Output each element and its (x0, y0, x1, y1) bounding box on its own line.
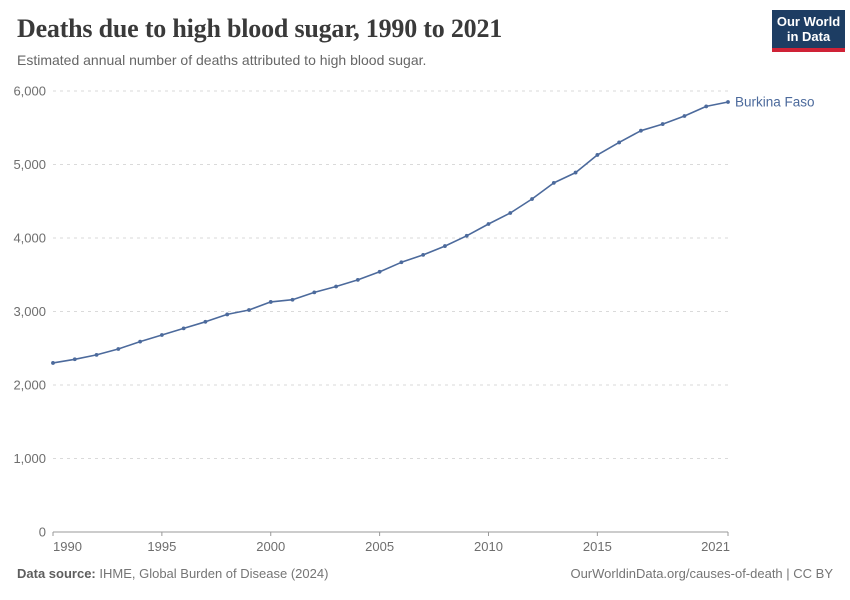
data-point (421, 253, 426, 257)
data-point (639, 128, 643, 133)
data-point (203, 319, 208, 324)
chart-title: Deaths due to high blood sugar, 1990 to … (17, 14, 503, 43)
data-point (159, 333, 164, 337)
x-tick-label: 2010 (474, 539, 503, 554)
data-point (51, 361, 55, 365)
data-point (181, 326, 186, 331)
data-point (268, 300, 273, 304)
data-point (530, 197, 534, 201)
data-point (486, 222, 491, 226)
x-tick-label: 2015 (583, 539, 612, 554)
data-point (94, 352, 99, 357)
data-point (290, 297, 295, 302)
data-point (443, 244, 447, 248)
data-point (138, 339, 142, 344)
x-tick-label: 1995 (147, 539, 176, 554)
y-tick-label: 4,000 (13, 231, 46, 246)
data-point (334, 284, 338, 289)
data-point (312, 290, 317, 295)
owid-logo-line1: Our World (776, 14, 841, 29)
data-point (377, 269, 382, 274)
data-point (726, 100, 730, 104)
chart-footer: Data source: IHME, Global Burden of Dise… (17, 566, 833, 581)
owid-logo-line2: in Data (786, 29, 831, 44)
y-tick-label: 3,000 (13, 304, 46, 319)
y-tick-label: 2,000 (13, 378, 46, 393)
data-line (52, 101, 729, 364)
owid-logo: Our World in Data (772, 10, 845, 52)
data-point (573, 170, 578, 175)
data-point (617, 140, 622, 145)
y-tick-label: 0 (39, 525, 46, 540)
data-point (464, 233, 469, 238)
x-tick-label: 2021 (701, 539, 730, 554)
y-tick-label: 6,000 (13, 84, 46, 99)
data-point (508, 211, 513, 215)
data-point (682, 114, 687, 118)
data-source-note: Data source: IHME, Global Burden of Dise… (17, 566, 328, 581)
y-tick-label: 1,000 (13, 451, 46, 466)
data-source-text: IHME, Global Burden of Disease (2024) (95, 566, 329, 581)
credit-line: OurWorldinData.org/causes-of-death | CC … (570, 566, 833, 581)
data-point (225, 312, 230, 317)
data-point (116, 347, 121, 351)
data-point (595, 153, 600, 157)
data-source-label: Data source: (17, 566, 96, 581)
data-point (355, 277, 360, 282)
data-point (72, 357, 77, 362)
data-point (660, 122, 665, 126)
data-point (704, 104, 709, 109)
x-tick-label: 1990 (53, 539, 82, 554)
data-point (551, 180, 556, 185)
chart-subtitle: Estimated annual number of deaths attrib… (17, 52, 427, 68)
x-tick-label: 2000 (256, 539, 285, 554)
x-tick-label: 2005 (365, 539, 394, 554)
series-end-label: Burkina Faso (735, 95, 815, 110)
data-point (247, 308, 251, 312)
y-tick-label: 5,000 (13, 157, 46, 172)
data-point (399, 260, 404, 265)
